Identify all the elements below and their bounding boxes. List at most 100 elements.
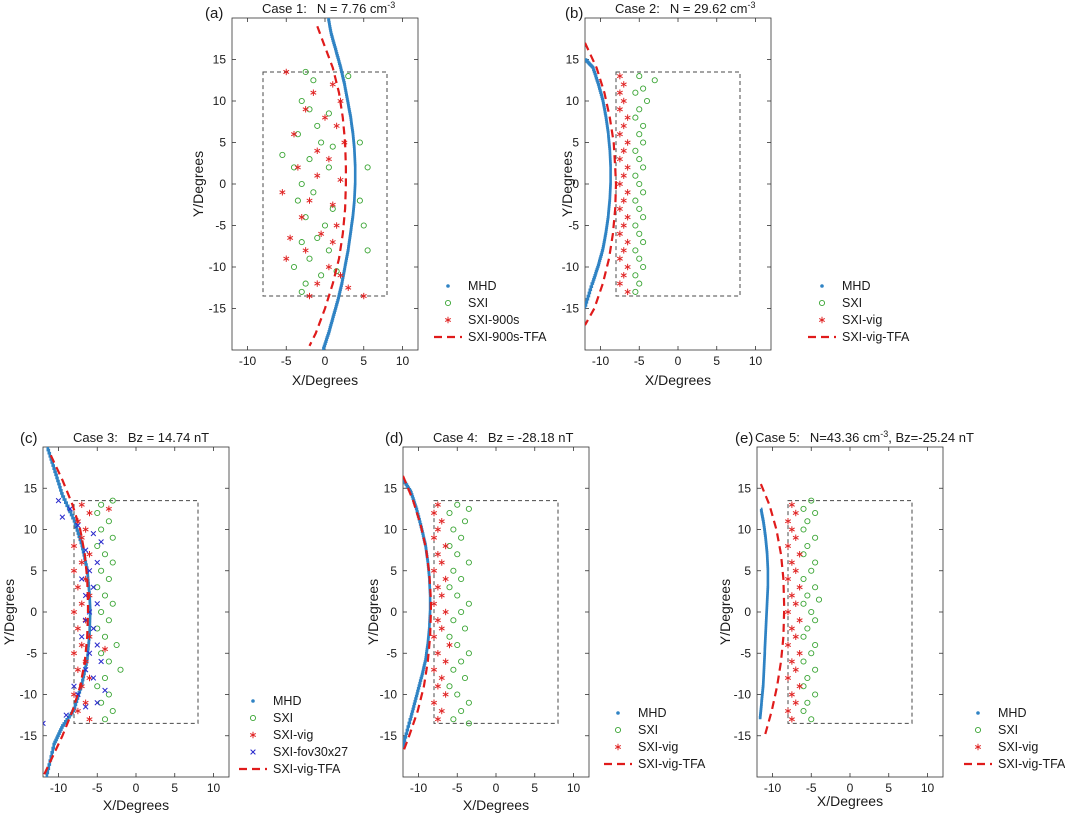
legend-mhd-marker (446, 284, 450, 288)
circle-point (458, 534, 465, 541)
series-sxi-vig-tfa (759, 483, 786, 737)
legend-entry: MHD (842, 279, 870, 293)
asterisk-stroke (434, 552, 441, 557)
x-tick-label: 0 (133, 781, 140, 795)
cross-point (71, 683, 77, 690)
title-superscript: -3 (387, 0, 395, 10)
circle-point (640, 139, 647, 146)
circle-point (804, 542, 811, 550)
asterisk-stroke (434, 585, 441, 590)
circle-point (632, 89, 639, 96)
asterisk-stroke (784, 642, 792, 648)
asterisk-stroke (614, 744, 622, 750)
cross-stroke (94, 600, 101, 607)
asterisk-point (788, 625, 795, 632)
panel-a: -10 -5 0 5 10 15 10 5 0 -5 -10 -15 X/Degrees Y/Degree… (190, 0, 419, 388)
y-tick-label: 5 (219, 136, 226, 150)
title-text: Bz = 14.74 nT (128, 430, 209, 445)
circle-point (804, 699, 811, 706)
circle-point (812, 666, 819, 673)
asterisk-point (302, 247, 309, 254)
legend-entry: SXI-vig (998, 740, 1038, 754)
asterisk-stroke (788, 560, 795, 565)
asterisk-stroke (438, 626, 445, 631)
legend-entry: SXI-900s-TFA (468, 330, 547, 344)
cross-point (75, 522, 81, 529)
legend-entry: SXI-900s (468, 313, 519, 327)
circle-point (302, 280, 309, 287)
asterisk-point (442, 575, 449, 583)
asterisk-point (620, 272, 627, 279)
asterisk-point (434, 683, 441, 690)
cross-stroke (98, 539, 104, 545)
series-sxi-900s (279, 68, 367, 300)
series-sxi (800, 497, 823, 723)
cross-stroke (82, 547, 89, 553)
asterisk-point (290, 131, 298, 138)
asterisk-point (70, 567, 78, 574)
y-tick-label: 0 (572, 177, 579, 191)
asterisk-stroke (624, 264, 631, 270)
circle-point (302, 214, 309, 221)
asterisk-stroke (345, 285, 352, 290)
asterisk-point (792, 600, 799, 607)
asterisk-point (337, 272, 344, 279)
circle-point (290, 263, 298, 271)
x-tick-label: -10 (410, 781, 428, 795)
asterisk-point (438, 707, 445, 715)
circle-point (636, 230, 643, 237)
circle-point (640, 122, 647, 129)
circle-point (310, 77, 317, 84)
cross-point (82, 547, 89, 553)
mhd-curve (322, 18, 357, 350)
asterisk-stroke (70, 543, 78, 549)
panel-title: Case 5: N=43.36 cm-3, Bz=-25.24 nT (755, 429, 974, 445)
circle-point (632, 247, 639, 254)
legend-entry: SXI (842, 296, 862, 310)
circle-point (465, 720, 472, 727)
asterisk-stroke (105, 506, 112, 511)
y-tick-label: 10 (384, 523, 398, 537)
circle-point (632, 272, 639, 279)
circle-point (364, 164, 371, 171)
circle-point (306, 255, 313, 262)
asterisk-stroke (784, 543, 792, 549)
legend-mhd-marker (251, 699, 255, 703)
y-tick-label: 10 (24, 523, 38, 537)
asterisk-stroke (318, 231, 325, 236)
asterisk-point (438, 559, 445, 566)
x-tick-label: 10 (207, 781, 221, 795)
legend-asterisk-marker (249, 731, 257, 739)
circle-point (109, 707, 116, 715)
cross-stroke (75, 522, 81, 529)
circle-point (454, 551, 461, 558)
y-tick-label: 10 (213, 94, 227, 108)
asterisk-stroke (430, 601, 438, 606)
mhd-curve (45, 447, 92, 777)
asterisk-stroke (86, 717, 93, 722)
asterisk-point (792, 509, 799, 517)
asterisk-stroke (302, 248, 309, 253)
circle-point (465, 650, 472, 657)
asterisk-stroke (796, 618, 803, 623)
asterisk-stroke (82, 700, 89, 705)
asterisk-point (788, 559, 795, 566)
series-mhd (585, 58, 612, 309)
asterisk-stroke (434, 502, 441, 507)
asterisk-stroke (796, 552, 803, 557)
asterisk-point (70, 542, 78, 550)
asterisk-stroke (78, 601, 85, 606)
asterisk-point (430, 699, 438, 706)
circle-point (113, 641, 120, 649)
circle-point (310, 189, 317, 196)
legend-circle-marker (974, 726, 982, 734)
asterisk-point (620, 97, 627, 105)
asterisk-point (438, 674, 445, 682)
asterisk-stroke (784, 609, 792, 615)
asterisk-point (442, 542, 449, 550)
y-tick-label: 10 (566, 94, 580, 108)
asterisk-stroke (792, 568, 799, 573)
legend-entry: SXI-vig-TFA (638, 757, 706, 771)
asterisk-point (283, 68, 290, 76)
asterisk-stroke (788, 502, 795, 507)
